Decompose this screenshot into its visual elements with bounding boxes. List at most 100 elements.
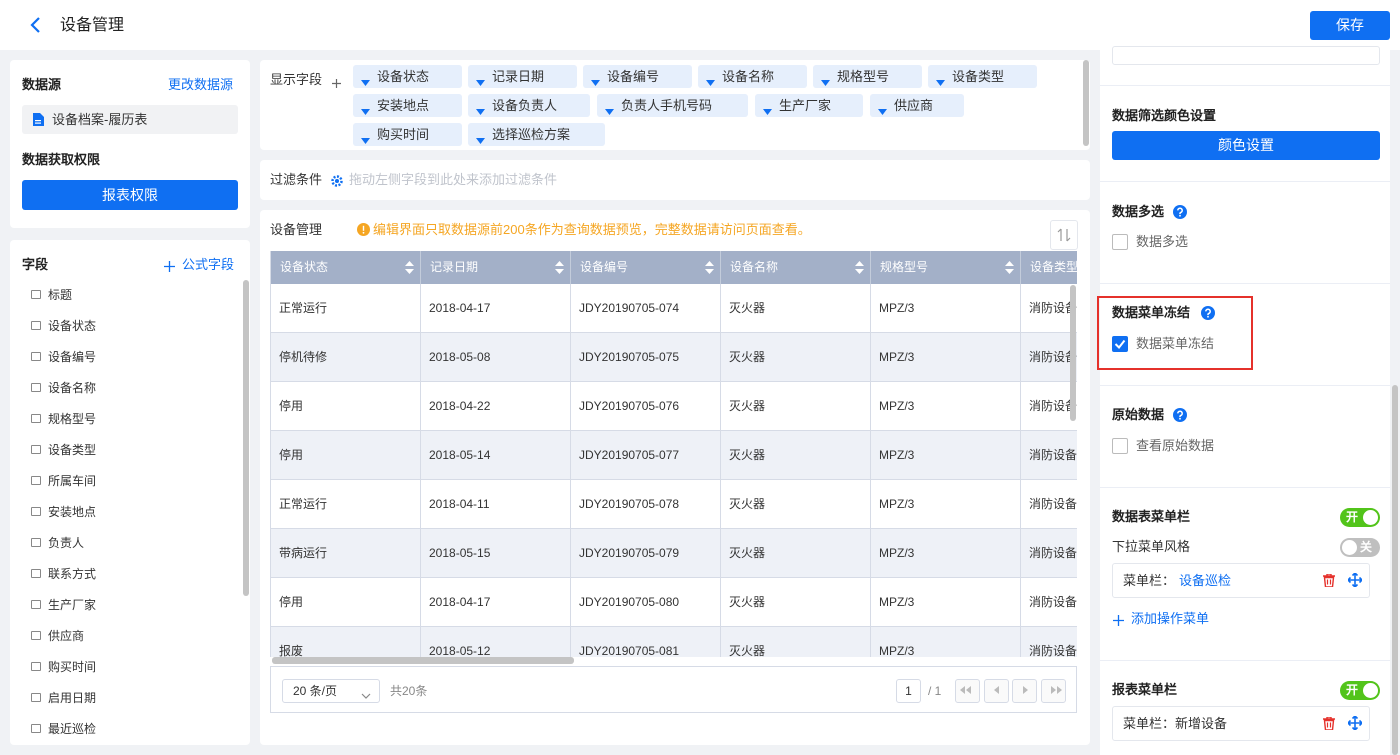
cell-text: JDY20190705-076 [579,399,680,413]
cell-text: 2018-04-17 [429,301,491,315]
column-header[interactable]: 设备类型 [1021,251,1077,284]
column-header[interactable]: 设备状态 [271,251,421,284]
table-cell: 消防设备 [1021,627,1077,657]
table-cell: JDY20190705-081 [571,627,721,657]
field-chip[interactable]: 设备状态 [353,65,462,88]
field-chip[interactable]: 生产厂家 [755,94,863,117]
page-nav-button[interactable] [955,679,980,703]
field-chip[interactable]: 设备类型 [928,65,1037,88]
field-item[interactable]: 设备名称 [48,381,97,395]
field-item[interactable]: 设备编号 [48,350,97,364]
table-cell: MPZ/3 [871,382,1021,431]
cell-text: JDY20190705-074 [579,301,680,315]
chip-label: 供应商 [894,98,934,113]
field-item[interactable]: 设备类型 [48,443,97,457]
check [1114,339,1126,350]
cell-text: 正常运行 [279,301,328,315]
column-header[interactable]: 记录日期 [421,251,571,284]
color-button[interactable]: 颜色设置 [1112,131,1380,160]
delete-icon [1323,573,1335,588]
filter-hint: 拖动左侧字段到此处来添加过滤条件 [349,172,558,187]
checkbox[interactable] [1112,336,1128,352]
chip-caret-svg [605,109,614,115]
sort-button[interactable] [1050,220,1078,250]
toggle[interactable]: 关 [1340,538,1380,557]
field-item[interactable]: 安装地点 [48,505,97,519]
field-chip[interactable]: 购买时间 [353,123,462,146]
field-chip[interactable]: 规格型号 [813,65,922,88]
sort-arrows-svg [705,261,714,274]
chip-caret-svg [361,80,370,86]
chip-label: 设备编号 [607,69,660,84]
page-nav-button[interactable] [1012,679,1037,703]
page-input[interactable]: 1 [896,679,921,703]
toggle[interactable]: 开 [1340,508,1380,527]
field-item[interactable]: 标题 [48,288,73,302]
toggle[interactable]: 开 [1340,681,1380,700]
page-nav-button[interactable] [984,679,1009,703]
cell-text: MPZ/3 [879,497,915,511]
menu-item-box [1112,563,1370,598]
field-item[interactable]: 生产厂家 [48,598,97,612]
column-header-label: 设备名称 [730,260,779,274]
page-size-select[interactable]: 20 条/页 [282,679,380,703]
checkbox[interactable] [1112,234,1128,250]
help-icon [1201,306,1215,320]
field-chip[interactable]: 供应商 [870,94,964,117]
table-cell: 灭火器 [721,431,871,480]
field-chip[interactable]: 设备负责人 [468,94,590,117]
menu-value[interactable]: 设备巡检 [1179,573,1232,588]
cell-text: 灭火器 [729,546,766,560]
field-chip[interactable]: 负责人手机号码 [597,94,748,117]
field-item[interactable]: 规格型号 [48,412,97,426]
checkbox[interactable] [1112,438,1128,454]
field-chip[interactable]: 设备编号 [583,65,692,88]
field-item[interactable]: 启用日期 [48,691,97,705]
column-header[interactable]: 设备编号 [571,251,721,284]
table-cell: 2018-04-17 [421,578,571,627]
select-arrow [361,687,371,699]
field-item[interactable]: 负责人 [48,536,85,550]
page-count: / 1 [928,684,942,698]
toggle-knob [1363,683,1378,698]
field-type-icon [31,724,41,733]
cell-text: 2018-05-12 [429,644,491,657]
field-type-icon [31,321,41,330]
cell-text: MPZ/3 [879,448,915,462]
page-nav-button[interactable] [1041,679,1066,703]
permission-button[interactable]: 报表权限 [22,180,238,210]
change-datasource[interactable]: 更改数据源 [168,77,234,92]
divider [1100,385,1390,386]
field-item[interactable]: 所属车间 [48,474,97,488]
column-header[interactable]: 规格型号 [871,251,1021,284]
field-item[interactable]: 设备状态 [48,319,97,333]
field-item[interactable]: 购买时间 [48,660,97,674]
field-item[interactable]: 最近巡检 [48,722,97,736]
cell-text: 停用 [279,399,304,413]
table-cell: 2018-04-22 [421,382,571,431]
table-cell: 灭火器 [721,284,871,333]
cell-text: MPZ/3 [879,350,915,364]
table-cell: 2018-05-08 [421,333,571,382]
section-title: 数据筛选颜色设置 [1112,108,1217,123]
field-type-icon [31,662,41,671]
filter-panel [260,160,1090,200]
field-chip[interactable]: 安装地点 [353,94,462,117]
move-icon-svg [1347,715,1363,731]
divider [1100,181,1390,182]
add-menu[interactable]: 添加操作菜单 [1131,611,1210,626]
field-chip[interactable]: 选择巡检方案 [468,123,605,146]
chip-caret-svg [821,80,830,86]
add-formula-field[interactable]: 公式字段 [182,257,235,272]
save-button[interactable]: 保存 [1310,11,1390,40]
cell-text: MPZ/3 [879,644,915,657]
chip-label: 安装地点 [377,98,430,113]
table-cell: 灭火器 [721,529,871,578]
field-item[interactable]: 联系方式 [48,567,97,581]
fields-panel [10,240,250,745]
field-chip[interactable]: 设备名称 [698,65,807,88]
field-chip[interactable]: 记录日期 [468,65,577,88]
chip-caret-svg [476,109,485,115]
column-header[interactable]: 设备名称 [721,251,871,284]
field-item[interactable]: 供应商 [48,629,85,643]
